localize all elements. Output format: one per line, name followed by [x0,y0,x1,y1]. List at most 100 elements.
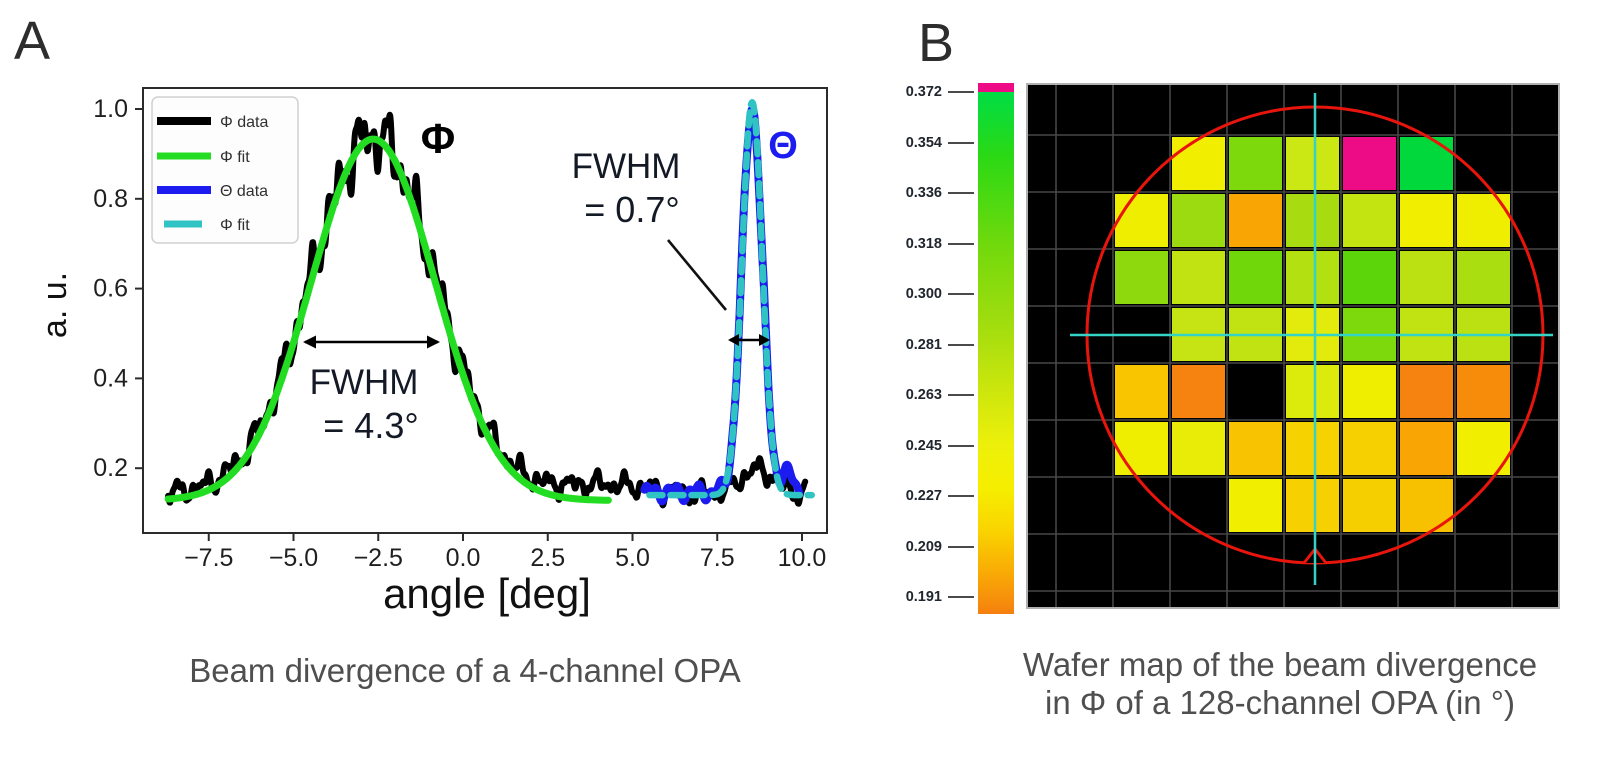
legend: Φ data Φ fit Θ data Φ fit [151,96,299,244]
fwhm-phi-line2: = 4.3° [323,405,418,446]
x-tick-label: 5.0 [615,544,650,572]
colorbar-tick-mark [948,141,974,144]
wafer-cell [1172,422,1225,475]
wafer-cell [1172,251,1225,304]
wafer-cell [1172,137,1225,190]
wafer-cell [1286,365,1339,418]
panel-a-label: A [14,11,51,71]
wafer-cell [1115,194,1168,247]
y-tick-label: 0.6 [93,275,128,303]
colorbar [978,83,1014,614]
wafer-cell [1400,137,1453,190]
phi-fit-curve [164,135,612,504]
colorbar-tick-label: 0.245 [905,437,942,454]
colorbar-tick-label: 0.191 [905,589,942,605]
colorbar-gradient [978,92,1014,614]
legend-label: Φ data [220,114,268,131]
fwhm-theta-pointer-line [666,239,728,311]
wafer-map-frame [1026,83,1560,609]
wafer-map [1028,85,1558,607]
wafer-cell [1115,422,1168,475]
wafer-cell [1343,365,1396,418]
theta-peak-label: Θ [768,125,798,167]
wafer-cell [1457,194,1510,247]
colorbar-tick-label: 0.263 [905,387,942,403]
wafer-cell [1229,422,1282,475]
fwhm-theta-line2: = 0.7° [584,189,679,230]
wafer-cell [1286,251,1339,304]
x-tick-label: 7.5 [700,544,735,572]
colorbar-tick-mark [948,192,974,194]
phi-peak-label: Φ [421,115,455,162]
colorbar-tick-label: 0.372 [905,84,942,100]
colorbar-tick-mark [948,394,974,396]
wafer-cell [1229,251,1282,304]
panel-b-label: B [918,13,955,73]
wafer-cell [1115,251,1168,304]
wafer-cell [1343,479,1396,532]
wafer-cell [1400,251,1453,304]
wafer-cell [1343,251,1396,304]
x-tick-label: 2.5 [530,544,565,572]
x-tick-label: −7.5 [184,544,233,572]
fwhm-phi-line1: FWHM [310,363,419,402]
wafer-cell [1286,137,1339,190]
x-tick-label: −5.0 [269,544,318,572]
theta-fit-curve [646,99,815,499]
wafer-cell [1343,422,1396,475]
panel-b-caption-line2: in Φ of a 128-channel OPA (in °) [1045,684,1515,721]
wafer-cell [1229,137,1282,190]
wafer-cell [1229,479,1282,532]
wafer-cell [1457,251,1510,304]
panel-b-caption: Wafer map of the beam divergence in Φ of… [955,646,1600,722]
colorbar-tick-mark [948,444,974,447]
wafer-cell [1172,194,1225,247]
x-tick-label: 0.0 [446,544,481,572]
colorbar-tick-mark [948,242,974,245]
axis-ticks: −7.5 −5.0 −2.5 0.0 2.5 5.0 7.5 10.0 1.0 0.8 0.6 0.4… [93,95,826,572]
colorbar-tick-label: 0.318 [905,235,942,252]
fwhm-theta-line1: FWHM [572,147,681,186]
y-axis-label: a. u. [36,272,74,338]
colorbar-tick-mark [948,495,974,497]
wafer-cell [1457,365,1510,418]
x-tick-label: −2.5 [354,544,403,572]
wafer-cell [1343,194,1396,247]
colorbar-tick-mark [948,293,974,295]
colorbar-tick-label: 0.281 [905,336,942,353]
colorbar-tick-label: 0.336 [905,185,942,201]
wafer-cell [1229,194,1282,247]
colorbar-tick-label: 0.354 [905,134,942,151]
wafer-cell [1343,137,1396,190]
colorbar-tick-mark [948,596,974,598]
colorbar-tick-mark [948,343,974,346]
x-axis-label: angle [deg] [383,570,591,617]
panel-a-caption: Beam divergence of a 4-channel OPA [189,652,741,689]
y-tick-label: 0.8 [93,185,128,213]
colorbar-tick-label: 0.227 [905,488,942,504]
colorbar-tick-label: 0.300 [905,286,942,302]
y-tick-label: 0.4 [93,364,128,392]
colorbar-tick-mark [948,91,974,93]
panel-b-caption-line1: Wafer map of the beam divergence [1022,646,1538,683]
wafer-cell [1286,422,1339,475]
legend-label: Θ data [220,183,268,200]
wafer-cell [1400,422,1453,475]
wafer-gridlines [1028,85,1558,607]
colorbar-top-cap [978,83,1014,92]
y-tick-label: 0.2 [93,454,128,482]
wafer-cell [1400,194,1453,247]
colorbar-tick-label: 0.209 [905,538,942,555]
y-tick-label: 1.0 [93,95,128,123]
wafer-cell [1286,479,1339,532]
wafer-cell [1115,365,1168,418]
colorbar-tick-mark [948,545,974,548]
legend-label: Φ fit [220,217,250,234]
wafer-cell [1172,365,1225,418]
legend-label: Φ fit [220,149,250,166]
x-tick-label: 10.0 [778,544,827,572]
wafer-cell [1286,194,1339,247]
wafer-cell [1400,365,1453,418]
